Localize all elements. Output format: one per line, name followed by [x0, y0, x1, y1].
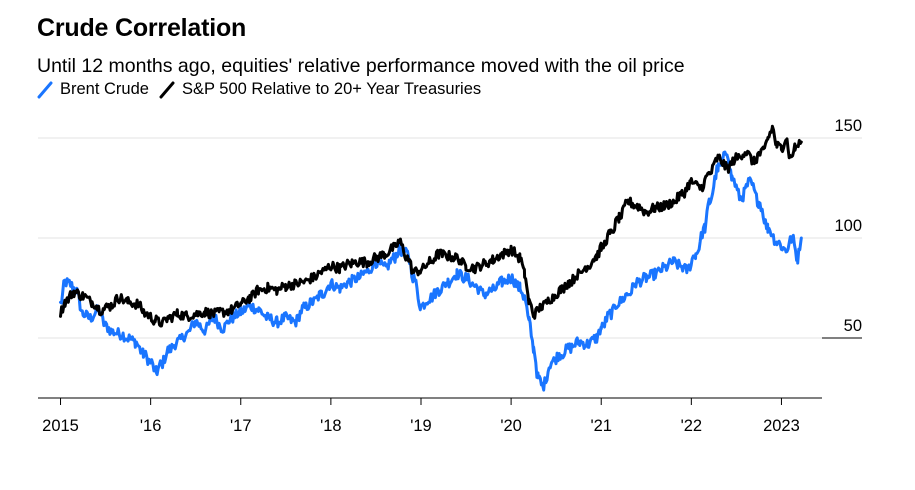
legend-label-brent: Brent Crude [60, 80, 149, 98]
legend: Brent Crude S&P 500 Relative to 20+ Year… [37, 80, 491, 99]
legend-swatch-spx-relative-icon [159, 81, 175, 98]
x-tick-label-2: '17 [230, 417, 252, 435]
x-tick-label-0: 2015 [42, 417, 79, 435]
legend-label-spx-relative: S&P 500 Relative to 20+ Year Treasuries [181, 80, 482, 98]
legend-item-spx-relative: S&P 500 Relative to 20+ Year Treasuries [159, 80, 481, 99]
series-line-brent-crude [59, 150, 803, 392]
x-tick-label-5: '20 [500, 417, 522, 435]
series-line-spx-relative [59, 124, 803, 328]
x-tick-label-7: '22 [681, 417, 703, 435]
x-tick-label-3: '18 [320, 417, 342, 435]
x-tick-label-4: '19 [410, 417, 432, 435]
chart-subtitle: Until 12 months ago, equities' relative … [37, 55, 685, 77]
legend-item-brent: Brent Crude [37, 80, 149, 99]
chart-title: Crude Correlation [37, 14, 247, 42]
x-tick-label-6: '21 [590, 417, 612, 435]
y-tick-label-50: 50 [844, 317, 862, 335]
legend-swatch-brent-icon [37, 81, 53, 98]
y-tick-label-100: 100 [834, 217, 862, 235]
y-tick-label-150: 150 [834, 117, 862, 135]
x-tick-label-1: '16 [140, 417, 162, 435]
x-tick-label-8: 2023 [763, 417, 800, 435]
